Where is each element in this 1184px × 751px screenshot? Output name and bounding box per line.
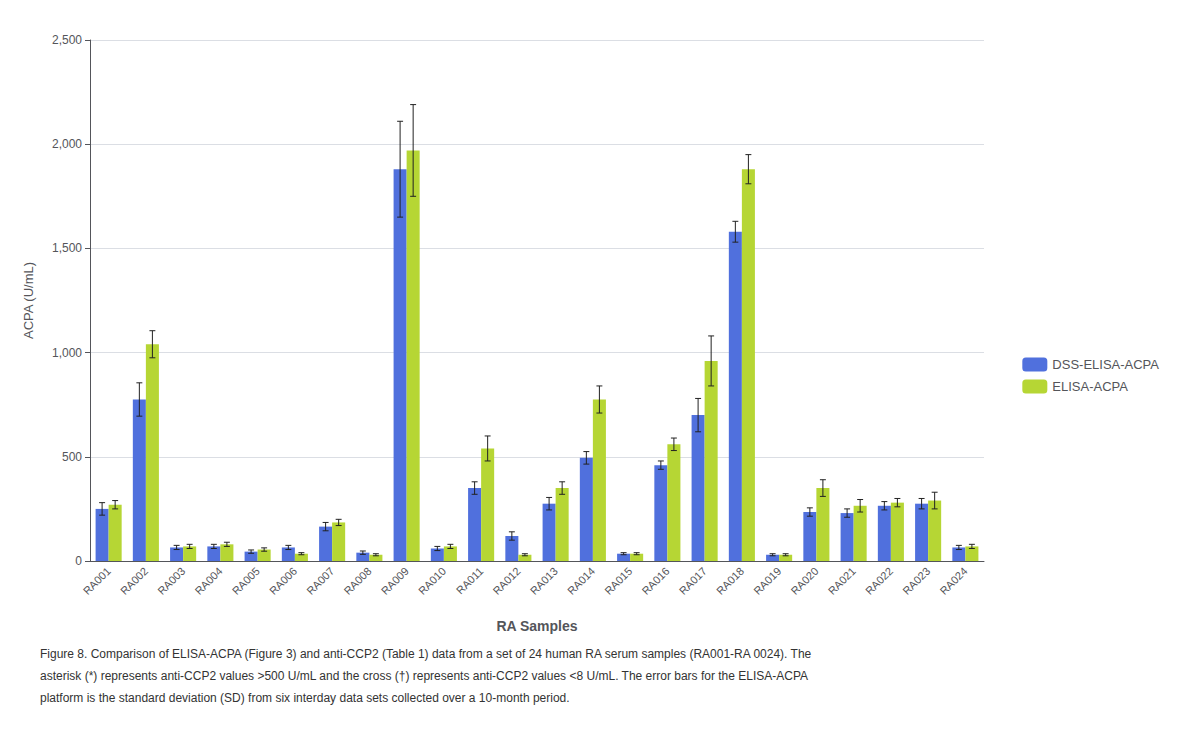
svg-text:RA010: RA010 — [416, 565, 448, 597]
svg-text:ACPA (U/mL): ACPA (U/mL) — [21, 262, 36, 339]
svg-text:RA016: RA016 — [639, 565, 671, 597]
svg-text:RA Samples: RA Samples — [496, 618, 577, 634]
svg-text:RA005: RA005 — [230, 565, 262, 597]
svg-text:RA004: RA004 — [192, 565, 224, 597]
svg-text:DSS-ELISA-ACPA: DSS-ELISA-ACPA — [1052, 357, 1159, 372]
svg-text:2,000: 2,000 — [52, 137, 82, 151]
svg-text:RA017: RA017 — [677, 565, 709, 597]
svg-text:RA003: RA003 — [155, 565, 187, 597]
svg-text:2,500: 2,500 — [52, 33, 82, 47]
svg-text:RA001: RA001 — [81, 565, 113, 597]
svg-text:RA012: RA012 — [490, 565, 522, 597]
svg-text:RA008: RA008 — [341, 565, 373, 597]
svg-text:RA018: RA018 — [714, 565, 746, 597]
svg-text:0: 0 — [75, 554, 82, 568]
svg-text:RA021: RA021 — [826, 565, 858, 597]
svg-text:Figure 8. Comparison of ELISA-: Figure 8. Comparison of ELISA-ACPA (Figu… — [40, 647, 812, 661]
svg-text:RA014: RA014 — [565, 565, 597, 597]
svg-text:RA007: RA007 — [304, 565, 336, 597]
svg-text:RA022: RA022 — [863, 565, 895, 597]
svg-text:1,500: 1,500 — [52, 241, 82, 255]
svg-text:RA011: RA011 — [454, 565, 486, 597]
svg-text:platform is the standard devia: platform is the standard deviation (SD) … — [40, 691, 570, 705]
svg-text:RA015: RA015 — [602, 565, 634, 597]
svg-text:ELISA-ACPA: ELISA-ACPA — [1052, 379, 1128, 394]
svg-text:RA009: RA009 — [379, 565, 411, 597]
svg-text:RA023: RA023 — [900, 565, 932, 597]
svg-text:RA024: RA024 — [937, 565, 969, 597]
svg-text:RA019: RA019 — [751, 565, 783, 597]
svg-text:1,000: 1,000 — [52, 346, 82, 360]
svg-text:RA013: RA013 — [528, 565, 560, 597]
svg-text:500: 500 — [62, 450, 82, 464]
svg-text:asterisk (*) represents anti-C: asterisk (*) represents anti-CCP2 values… — [40, 669, 808, 683]
svg-text:RA002: RA002 — [118, 565, 150, 597]
svg-text:RA006: RA006 — [267, 565, 299, 597]
svg-text:RA020: RA020 — [788, 565, 820, 597]
